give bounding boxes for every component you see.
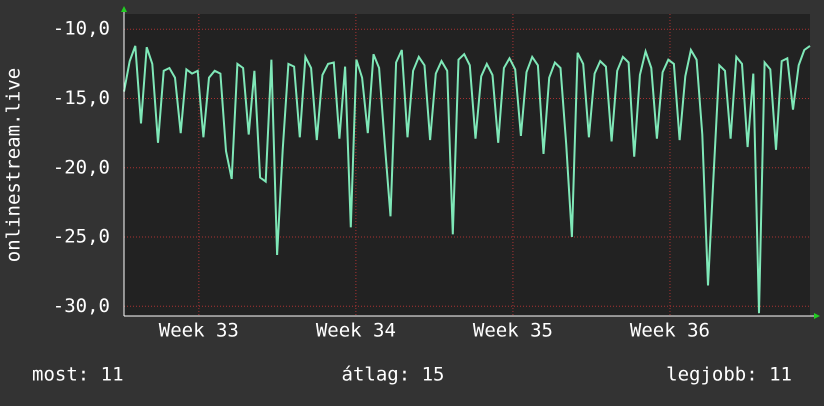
y-tick-label: -30,0 bbox=[53, 295, 110, 317]
footer-current: most: 11 bbox=[32, 364, 124, 386]
x-tick-label: Week 33 bbox=[159, 320, 239, 342]
y-tick-label: -15,0 bbox=[53, 87, 110, 109]
y-arrow bbox=[121, 6, 127, 12]
footer-average: átlag: 15 bbox=[342, 364, 445, 386]
data-line bbox=[123, 45, 811, 314]
y-tick-label: -25,0 bbox=[53, 226, 110, 248]
y-tick-label: -10,0 bbox=[53, 18, 110, 40]
x-tick-label: Week 36 bbox=[630, 320, 710, 342]
y-axis-label: onlinestream.live bbox=[3, 68, 25, 262]
x-tick-label: Week 35 bbox=[473, 320, 553, 342]
footer-best: legjobb: 11 bbox=[666, 364, 792, 386]
x-tick-label: Week 34 bbox=[316, 320, 396, 342]
x-arrow bbox=[814, 313, 820, 319]
plot bbox=[123, 45, 811, 314]
y-tick-label: -20,0 bbox=[53, 156, 110, 178]
grid bbox=[124, 14, 810, 316]
